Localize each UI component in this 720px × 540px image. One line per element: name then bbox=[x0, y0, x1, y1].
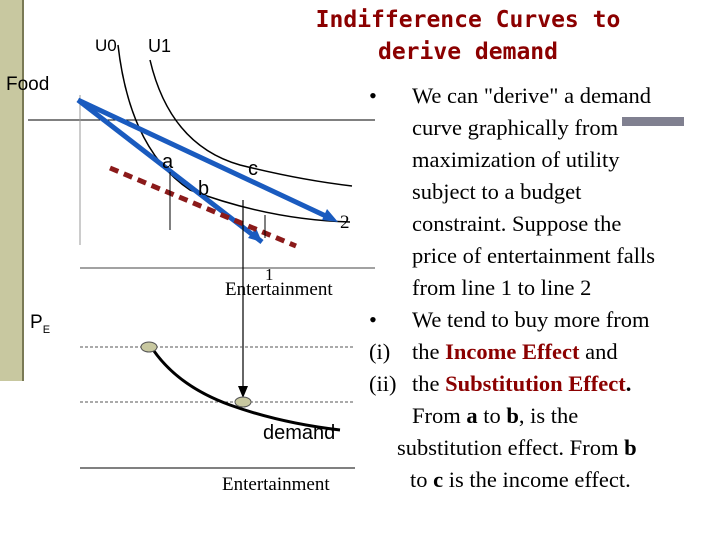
tail-point-c: c bbox=[433, 467, 444, 492]
tail-text: , is the bbox=[518, 403, 579, 428]
y-axis-label-food: Food bbox=[6, 74, 50, 95]
indifference-curve-u1 bbox=[149, 59, 353, 187]
price-axis-label: PE bbox=[30, 312, 51, 336]
tail-text: is the income effect. bbox=[448, 467, 631, 492]
bullet-1-marker: • bbox=[369, 83, 377, 108]
budget-line-2 bbox=[76, 97, 332, 221]
drop-line-arrowhead bbox=[238, 386, 248, 398]
slide-body: • We can "derive" a demand curve graphic… bbox=[365, 80, 717, 496]
indifference-curve-u0 bbox=[117, 44, 351, 223]
bullet-1-line: curve graphically from bbox=[412, 115, 619, 140]
budget-line-1-arrowhead bbox=[248, 228, 262, 242]
demand-point-1 bbox=[140, 341, 158, 353]
list-item-income-effect: (i) the Income Effect and bbox=[365, 336, 717, 368]
bottom-x-axis-label: Entertainment bbox=[222, 474, 330, 495]
tail-point-b: b bbox=[624, 435, 637, 460]
curve-label-u1: U1 bbox=[148, 36, 172, 56]
tail-point-b: b bbox=[506, 403, 519, 428]
tail-text: From bbox=[412, 403, 461, 428]
point-label-c: c bbox=[248, 158, 258, 180]
bullet-2-text: We tend to buy more from bbox=[412, 307, 650, 332]
tail-text: to bbox=[483, 403, 501, 428]
tail-line-2: substitution effect. From b bbox=[365, 432, 717, 464]
bullet-1-line: subject to a budget bbox=[412, 179, 582, 204]
income-effect-term: Income Effect bbox=[445, 339, 580, 364]
bullet-2: • We tend to buy more from bbox=[365, 304, 717, 336]
budget-line-1 bbox=[76, 98, 264, 244]
bullet-1-line: constraint. Suppose the bbox=[412, 211, 622, 236]
budget-line-label-1: 1 bbox=[265, 265, 274, 284]
tail-line-3: to c is the income effect. bbox=[365, 464, 717, 496]
list-item-i-prefix: (i) bbox=[369, 339, 391, 364]
point-label-a: a bbox=[162, 151, 174, 173]
bullet-1-line: price of entertainment falls bbox=[412, 243, 656, 268]
tail-point-a: a bbox=[466, 403, 478, 428]
decorative-bar bbox=[622, 117, 684, 126]
tail-line-1: From a to b, is the bbox=[365, 400, 717, 432]
point-label-b: b bbox=[198, 178, 210, 200]
bullet-1: • We can "derive" a demand curve graphic… bbox=[365, 80, 717, 304]
list-item-ii-text: the bbox=[412, 371, 440, 396]
bullet-1-line: We can "derive" a demand bbox=[412, 83, 651, 108]
slide-title: Indifference Curves to derive demand bbox=[278, 4, 658, 68]
tail-text: to bbox=[410, 467, 428, 492]
list-item-i-after: and bbox=[585, 339, 618, 364]
bullet-2-marker: • bbox=[369, 307, 377, 332]
list-item-ii-prefix: (ii) bbox=[369, 371, 397, 396]
bullet-1-line: maximization of utility bbox=[412, 147, 620, 172]
list-item-ii-after: . bbox=[625, 371, 632, 396]
slide-sidebar-accent bbox=[0, 0, 24, 381]
substitution-effect-term: Substitution Effect bbox=[445, 371, 626, 396]
bullet-1-line: from line 1 to line 2 bbox=[412, 275, 592, 300]
budget-line-label-2: 2 bbox=[340, 212, 350, 233]
curve-label-u0: U0 bbox=[95, 36, 117, 55]
top-x-axis-label: Entertainment bbox=[225, 279, 333, 300]
demand-point-2 bbox=[234, 396, 252, 408]
slide-title-line-2: derive demand bbox=[377, 39, 558, 65]
list-item-i-text: the bbox=[412, 339, 440, 364]
tail-text: substitution effect. From bbox=[397, 435, 619, 460]
budget-line-2-arrowhead bbox=[322, 209, 338, 222]
demand-curve-label: demand bbox=[263, 422, 336, 444]
list-item-substitution-effect: (ii) the Substitution Effect. bbox=[365, 368, 717, 400]
demand-curve bbox=[148, 344, 341, 432]
slide-title-line-1: Indifference Curves to bbox=[315, 7, 621, 33]
